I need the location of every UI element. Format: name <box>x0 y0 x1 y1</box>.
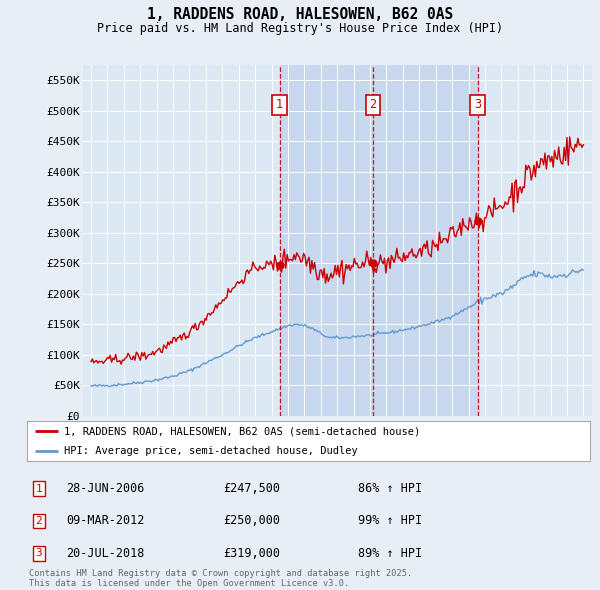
Text: 1: 1 <box>276 98 283 111</box>
Text: £247,500: £247,500 <box>223 482 281 495</box>
Text: 3: 3 <box>35 549 43 558</box>
Text: 86% ↑ HPI: 86% ↑ HPI <box>358 482 422 495</box>
Text: HPI: Average price, semi-detached house, Dudley: HPI: Average price, semi-detached house,… <box>64 447 358 456</box>
Text: 1, RADDENS ROAD, HALESOWEN, B62 0AS (semi-detached house): 1, RADDENS ROAD, HALESOWEN, B62 0AS (sem… <box>64 427 420 436</box>
Text: 28-JUN-2006: 28-JUN-2006 <box>66 482 144 495</box>
Text: 1: 1 <box>35 484 43 493</box>
Text: 09-MAR-2012: 09-MAR-2012 <box>66 514 144 527</box>
Text: 3: 3 <box>474 98 481 111</box>
Text: 99% ↑ HPI: 99% ↑ HPI <box>358 514 422 527</box>
Text: 2: 2 <box>370 98 377 111</box>
Text: 2: 2 <box>35 516 43 526</box>
Text: Contains HM Land Registry data © Crown copyright and database right 2025.
This d: Contains HM Land Registry data © Crown c… <box>29 569 412 588</box>
Text: 1, RADDENS ROAD, HALESOWEN, B62 0AS: 1, RADDENS ROAD, HALESOWEN, B62 0AS <box>147 7 453 22</box>
Text: 89% ↑ HPI: 89% ↑ HPI <box>358 547 422 560</box>
Text: Price paid vs. HM Land Registry's House Price Index (HPI): Price paid vs. HM Land Registry's House … <box>97 22 503 35</box>
Bar <box>280 65 478 416</box>
Text: £319,000: £319,000 <box>223 547 281 560</box>
Text: £250,000: £250,000 <box>223 514 281 527</box>
Text: 20-JUL-2018: 20-JUL-2018 <box>66 547 144 560</box>
